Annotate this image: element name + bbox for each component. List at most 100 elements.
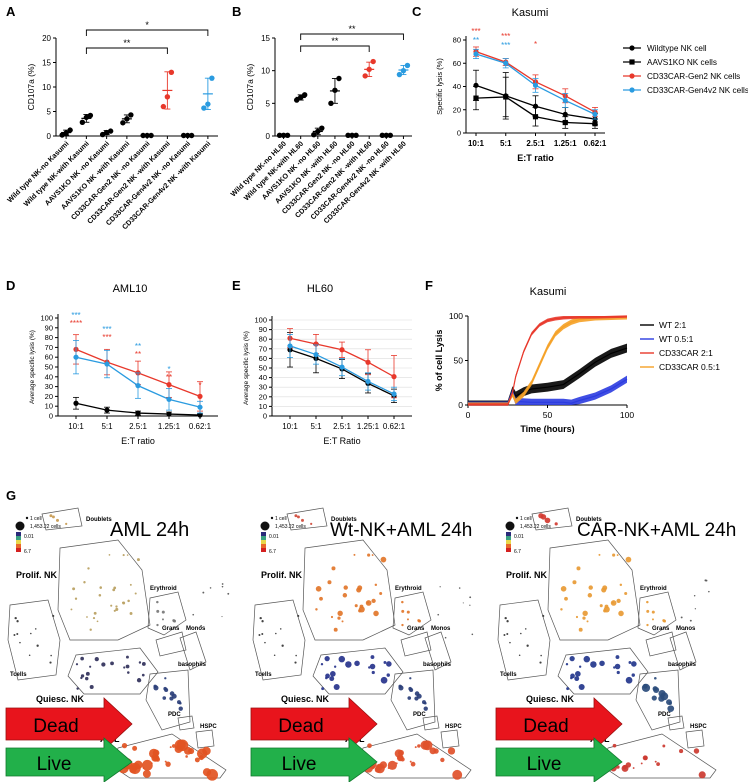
cluster-node [125, 664, 130, 669]
cluster-node [320, 662, 324, 666]
cluster-label-quiesc: Quiesc. NK [36, 694, 85, 704]
cluster-node [129, 766, 137, 774]
data-point [197, 393, 203, 399]
data-point [128, 112, 134, 118]
color-scale-swatch [261, 544, 266, 548]
size-legend-large [260, 521, 270, 531]
series-2 [468, 315, 628, 406]
quiesc-nodes [565, 655, 637, 691]
data-point [160, 103, 167, 110]
cluster-node [625, 676, 633, 684]
cluster-node [294, 661, 297, 664]
cluster-label-erythroid: Erythroid [640, 586, 667, 592]
cluster-node [414, 691, 420, 696]
significance-label: *** [71, 311, 80, 320]
cluster-node [418, 619, 421, 623]
cluster-node [202, 768, 212, 777]
data-point [315, 128, 321, 135]
cluster-node [209, 587, 212, 589]
cluster-node [689, 619, 692, 622]
cluster-node [705, 579, 708, 582]
cluster-node [409, 760, 412, 763]
cluster-node [169, 691, 175, 696]
dead-arrow: Dead [250, 697, 378, 751]
prolif-nodes [560, 553, 632, 632]
aml-nodes [610, 743, 706, 779]
x-tick-label: 10:1 [68, 422, 84, 431]
cluster-node [101, 662, 106, 667]
significance-label: ** [331, 36, 339, 46]
prolif-left-outline [497, 599, 551, 681]
cluster-node [138, 661, 142, 664]
size-legend-large-label: 1,453.22 cells [30, 524, 61, 530]
y-tick-label: 0 [47, 132, 52, 141]
x-tick-label: 5:1 [101, 422, 113, 431]
cluster-label-erythroid: Erythroid [150, 586, 177, 592]
series-3 [473, 48, 598, 120]
cluster-node [273, 654, 276, 656]
prolif-nodes [315, 553, 387, 632]
cluster-node [406, 610, 410, 614]
cluster-node [683, 628, 686, 631]
cluster-node [642, 683, 648, 689]
x-axis-title: Time (hours) [520, 424, 574, 434]
data-point [205, 101, 211, 107]
data-point [73, 354, 79, 360]
data-point [311, 131, 317, 138]
quiesc-nodes [75, 655, 146, 690]
cluster-label-doublets: Doublets [86, 517, 112, 523]
cluster-node [196, 748, 208, 759]
significance-label: * [167, 365, 170, 374]
cluster-node [578, 684, 585, 691]
cluster-node [300, 518, 304, 522]
y-axis-title: CD107a (%) [245, 63, 255, 110]
cluster-node [294, 514, 298, 518]
y-tick-label: 0 [49, 412, 53, 421]
data-point [532, 82, 539, 88]
cluster-label-grans: Grans [162, 626, 180, 632]
cluster-node [616, 554, 619, 556]
prolif-outline [57, 539, 151, 641]
cluster-node [380, 676, 388, 684]
cluster-node [129, 583, 132, 586]
color-scale-swatch [16, 548, 21, 552]
cluster-node [357, 585, 363, 591]
data-point [293, 97, 300, 103]
monos-outline [424, 631, 452, 671]
cluster-node [178, 701, 182, 705]
hspc-outline [685, 729, 705, 749]
legend-item: CD33CAR 2:1 [640, 348, 713, 358]
y-tick-label: 80 [259, 335, 267, 344]
cluster-node [343, 585, 348, 590]
data-point [328, 100, 334, 107]
cluster-node [80, 674, 85, 678]
data-point [503, 60, 509, 66]
cluster-node [51, 515, 55, 519]
cluster-node [504, 616, 507, 620]
cluster-node [275, 632, 277, 635]
cluster-node [153, 684, 157, 689]
cluster-node [369, 663, 376, 670]
prolif-left-outline [7, 599, 61, 681]
x-axis-title: E:T ratio [517, 153, 554, 163]
data-point [532, 114, 539, 120]
cluster-node [417, 744, 421, 748]
basophils-outline [635, 669, 681, 731]
y-tick-label: 30 [259, 383, 267, 392]
data-point [592, 121, 598, 127]
data-point [503, 94, 509, 100]
cluster-node [333, 665, 337, 668]
cluster-node [16, 620, 19, 623]
cluster-node [583, 655, 591, 663]
cluster-node [155, 756, 161, 762]
cluster-node [574, 676, 580, 682]
data-point [562, 119, 568, 126]
cluster-node [202, 591, 205, 594]
significance-label: ** [166, 373, 172, 382]
data-point [135, 410, 141, 416]
cluster-node [569, 655, 575, 662]
cluster-label-quiesc: Quiesc. NK [281, 694, 330, 704]
cluster-node [261, 620, 264, 623]
cluster-node [122, 601, 124, 604]
